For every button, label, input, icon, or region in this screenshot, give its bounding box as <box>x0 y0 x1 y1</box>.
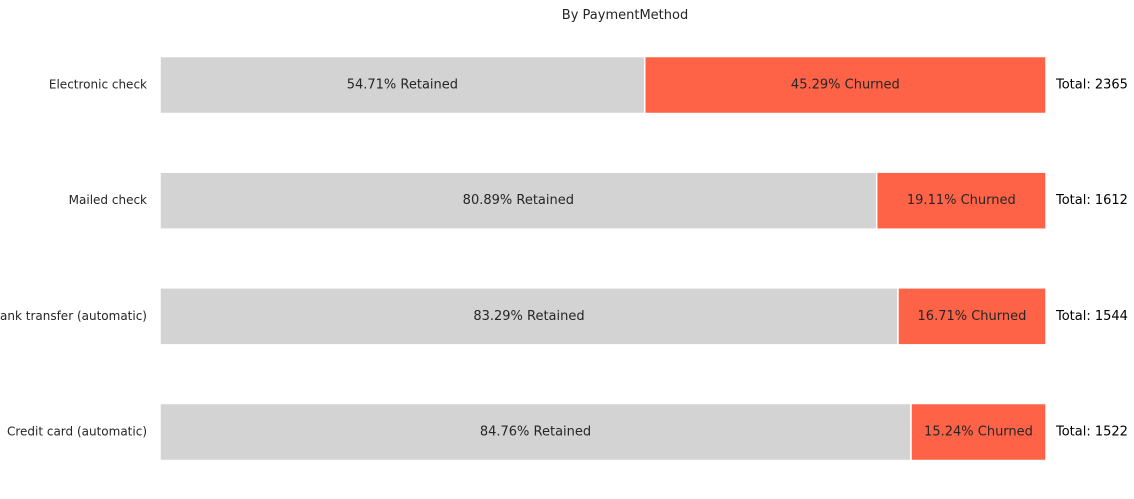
category-label: Bank transfer (automatic) <box>0 309 147 323</box>
retained-label: 83.29% Retained <box>473 309 584 324</box>
chart-title: By PaymentMethod <box>562 8 688 23</box>
bar-segment-retained <box>159 171 878 230</box>
churned-label: 45.29% Churned <box>791 78 900 93</box>
total-label: Total: 1522 <box>1055 425 1128 440</box>
bar-segment-retained <box>159 402 912 462</box>
total-label: Total: 1544 <box>1055 309 1128 324</box>
total-label: Total: 2365 <box>1055 78 1128 93</box>
category-label: Mailed check <box>69 193 147 207</box>
bar-segment-churned <box>643 55 1047 115</box>
bars-layer: Electronic check 54.71% Retained 45.29% Ch… <box>0 55 1128 462</box>
bar-segment-retained <box>159 55 646 115</box>
churned-label: 15.24% Churned <box>924 425 1033 440</box>
churned-label: 16.71% Churned <box>918 309 1027 324</box>
bar-group: Mailed check 80.89% Retained 19.11% Churne… <box>69 171 1128 230</box>
bar-segment-churned <box>875 171 1047 230</box>
bar-group: Credit card (automatic) 84.76% Retained 15… <box>7 402 1128 462</box>
category-label: Electronic check <box>49 78 147 92</box>
bar-group: Electronic check 54.71% Retained 45.29% Ch… <box>49 55 1128 115</box>
retained-label: 80.89% Retained <box>463 193 574 208</box>
churned-label: 19.11% Churned <box>907 193 1016 208</box>
total-label: Total: 1612 <box>1055 193 1128 208</box>
category-label: Credit card (automatic) <box>7 425 147 439</box>
retained-label: 84.76% Retained <box>480 425 591 440</box>
bar-segment-churned <box>910 402 1047 462</box>
bar-segment-churned <box>897 287 1047 346</box>
bar-segment-retained <box>159 287 899 346</box>
retained-label: 54.71% Retained <box>347 78 458 93</box>
bar-group: Bank transfer (automatic) 83.29% Retained… <box>0 287 1128 346</box>
